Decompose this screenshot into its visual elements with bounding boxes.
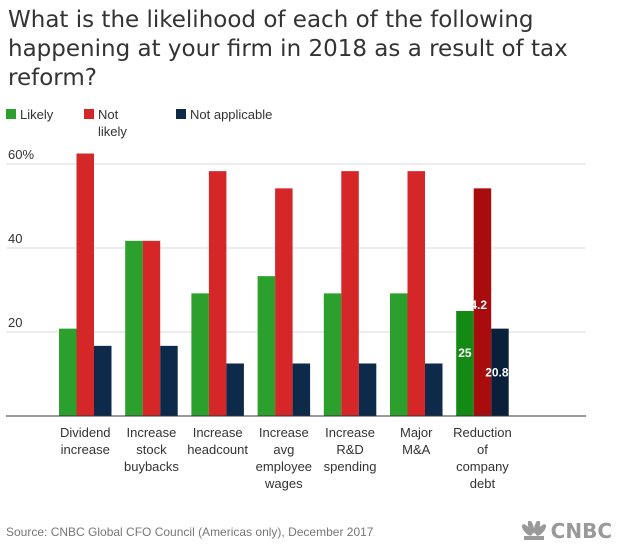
bar — [456, 311, 474, 416]
bar — [341, 171, 359, 416]
legend-label-not-applicable: Not applicable — [190, 107, 273, 122]
legend-label-likely: Likely — [20, 107, 54, 122]
bar — [390, 293, 408, 416]
bar — [142, 240, 161, 416]
bar — [358, 363, 377, 416]
bar — [226, 363, 244, 416]
data-label: 25 — [458, 346, 472, 360]
bar — [208, 171, 227, 416]
peacock-icon — [521, 521, 546, 540]
category-label: Increase stock buybacks — [124, 425, 179, 474]
legend-swatch-not-applicable — [176, 109, 186, 119]
bar — [191, 293, 209, 416]
bar — [292, 363, 311, 416]
legend-swatch-not-likely — [84, 109, 94, 119]
bar — [473, 188, 492, 416]
category-label: Increase avg employee wages — [256, 425, 312, 491]
bar — [407, 171, 425, 416]
bar — [491, 328, 509, 416]
logo-text: CNBC — [550, 519, 612, 543]
y-tick-label: 40 — [8, 231, 22, 246]
bar-chart: 20 40 60% Dividend increase Increase stock buyb… — [6, 147, 586, 491]
category-label: Reduction of company debt — [453, 425, 512, 491]
category-label: Increase headcount — [187, 425, 248, 457]
category-label: Dividend increase — [60, 425, 111, 457]
category-label: Increase R&D spending — [324, 425, 377, 474]
bar — [160, 345, 178, 416]
bar — [323, 293, 342, 416]
bar — [275, 188, 293, 416]
source-note: Source: CNBC Global CFO Council (America… — [6, 525, 374, 539]
bar — [76, 153, 94, 416]
bar — [59, 328, 77, 416]
category-label: Major M&A — [400, 425, 433, 457]
y-tick-label: 20 — [8, 315, 22, 330]
legend-label-not-likely: Not likely — [98, 107, 127, 139]
bar — [125, 240, 143, 416]
chart-title: What is the likelihood of each of the fo… — [8, 7, 568, 91]
legend-swatch-likely — [6, 109, 16, 119]
bar — [257, 276, 276, 416]
data-label: 54.2 — [464, 298, 488, 312]
cnbc-logo: CNBC — [521, 518, 612, 544]
y-tick-label: 60% — [8, 147, 34, 162]
bar — [94, 345, 112, 416]
bar — [425, 363, 443, 416]
data-label: 20.8 — [485, 366, 509, 380]
